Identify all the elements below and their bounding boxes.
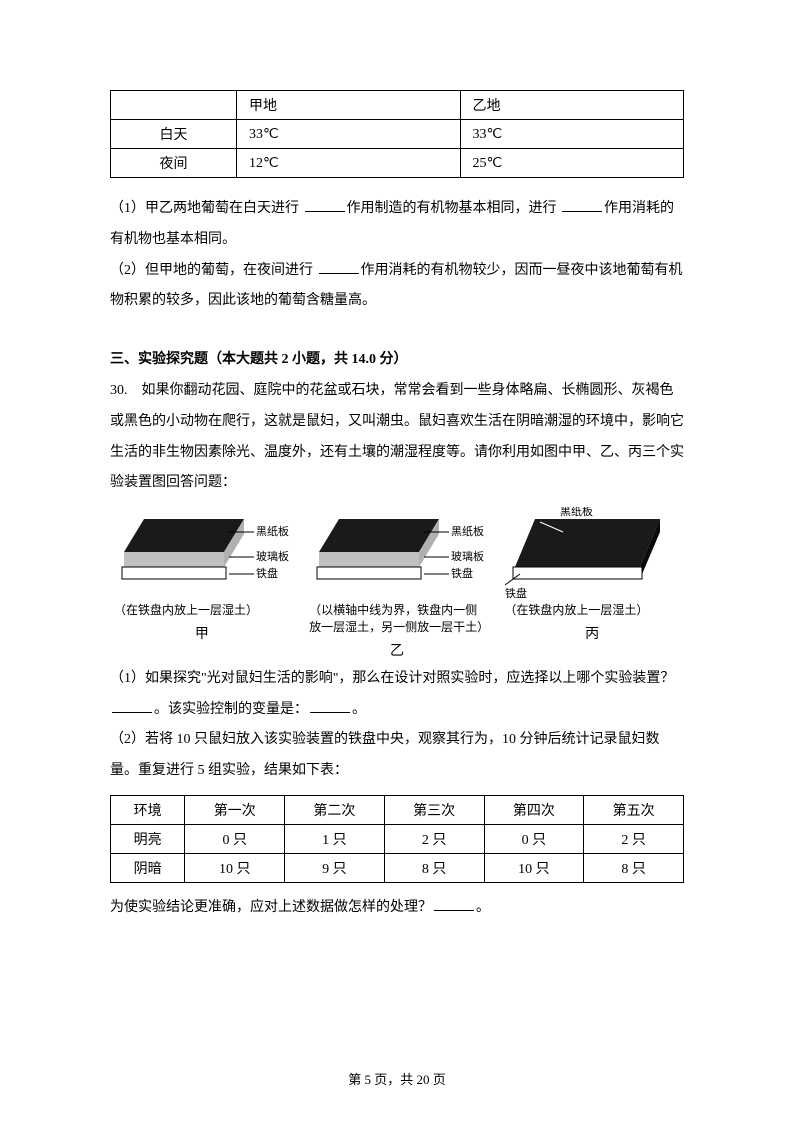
table-row: 环境 第一次 第二次 第三次 第四次 第五次 [111,795,684,824]
question-text: 30. 如果你翻动花园、庭院中的花盆或石块，常常会看到一些身体略扁、长椭圆形、灰… [110,376,684,499]
diagram-container: 黑纸板 玻璃板 铁盘 （在铁盘内放上一层湿土） 甲 黑纸板 玻璃板 铁盘 （以横… [110,507,684,660]
svg-text:玻璃板: 玻璃板 [451,549,484,563]
cell: 33℃ [460,120,683,149]
fill-blank [112,699,152,713]
tray-diagram-icon: 黑纸板 玻璃板 铁盘 [309,507,484,602]
cell: 明亮 [111,824,185,853]
cell: 阴暗 [111,853,185,882]
tray-diagram-icon: 黑纸板 玻璃板 铁盘 [114,507,289,602]
cell: 环境 [111,795,185,824]
fill-blank [562,198,602,212]
cell [111,91,237,120]
cell: 白天 [111,120,237,149]
cell: 第二次 [285,795,385,824]
cell: 夜间 [111,149,237,178]
diagram-jia: 黑纸板 玻璃板 铁盘 （在铁盘内放上一层湿土） 甲 [110,507,294,660]
section-title: 三、实验探究题（本大题共 2 小题，共 14.0 分） [110,345,684,376]
diagram-description: （在铁盘内放上一层湿土） [500,602,684,619]
question-text: （1）如果探究"光对鼠妇生活的影响"，那么在设计对照实验时，应选择以上哪个实验装… [110,664,684,726]
tray-diagram-icon: 黑纸板 铁盘 [505,507,680,602]
temperature-table: 甲地 乙地 白天 33℃ 33℃ 夜间 12℃ 25℃ [110,90,684,178]
svg-text:铁盘: 铁盘 [451,566,473,580]
cell: 甲地 [237,91,460,120]
diagram-yi: 黑纸板 玻璃板 铁盘 （以横轴中线为界，铁盘内一侧放一层湿土，另一侧放一层干土）… [305,507,489,660]
cell: 8 只 [584,853,684,882]
cell: 第一次 [185,795,285,824]
svg-text:铁盘: 铁盘 [256,566,278,580]
table-row: 阴暗 10 只 9 只 8 只 10 只 8 只 [111,853,684,882]
fill-blank [319,260,359,274]
results-table: 环境 第一次 第二次 第三次 第四次 第五次 明亮 0 只 1 只 2 只 0 … [110,795,684,883]
cell: 1 只 [285,824,385,853]
cell: 第三次 [384,795,484,824]
cell: 25℃ [460,149,683,178]
cell: 12℃ [237,149,460,178]
cell: 2 只 [584,824,684,853]
question-text: （2）若将 10 只鼠妇放入该实验装置的铁盘中央，观察其行为，10 分钟后统计记… [110,725,684,787]
svg-text:黑纸板: 黑纸板 [560,507,593,518]
fill-blank [434,897,474,911]
question-text: （2）但甲地的葡萄，在夜间进行 作用消耗的有机物较少，因而一昼夜中该地葡萄有机物… [110,256,684,318]
cell: 10 只 [185,853,285,882]
table-row: 明亮 0 只 1 只 2 只 0 只 2 只 [111,824,684,853]
diagram-name: 乙 [305,640,489,660]
diagram-description: （以横轴中线为界，铁盘内一侧放一层湿土，另一侧放一层干土） [305,602,489,636]
cell: 10 只 [484,853,584,882]
cell: 8 只 [384,853,484,882]
diagram-name: 甲 [110,623,294,643]
cell: 2 只 [384,824,484,853]
svg-text:玻璃板: 玻璃板 [256,549,289,563]
cell: 乙地 [460,91,683,120]
table-row: 甲地 乙地 [111,91,684,120]
svg-text:黑纸板: 黑纸板 [451,524,484,538]
fill-blank [305,198,345,212]
cell: 9 只 [285,853,385,882]
page-footer: 第 5 页，共 20 页 [0,1069,794,1088]
diagram-name: 丙 [500,623,684,643]
question-text: （1）甲乙两地葡萄在白天进行 作用制造的有机物基本相同，进行 作用消耗的有机物也… [110,194,684,256]
fill-blank [310,699,350,713]
table-row: 白天 33℃ 33℃ [111,120,684,149]
diagram-description: （在铁盘内放上一层湿土） [110,602,294,619]
diagram-bing: 黑纸板 铁盘 （在铁盘内放上一层湿土） 丙 [500,507,684,660]
cell: 33℃ [237,120,460,149]
cell: 第五次 [584,795,684,824]
cell: 第四次 [484,795,584,824]
svg-text:黑纸板: 黑纸板 [256,524,289,538]
cell: 0 只 [185,824,285,853]
question-text: 为使实验结论更准确，应对上述数据做怎样的处理？。 [110,893,684,924]
table-row: 夜间 12℃ 25℃ [111,149,684,178]
cell: 0 只 [484,824,584,853]
svg-text:铁盘: 铁盘 [505,586,527,600]
